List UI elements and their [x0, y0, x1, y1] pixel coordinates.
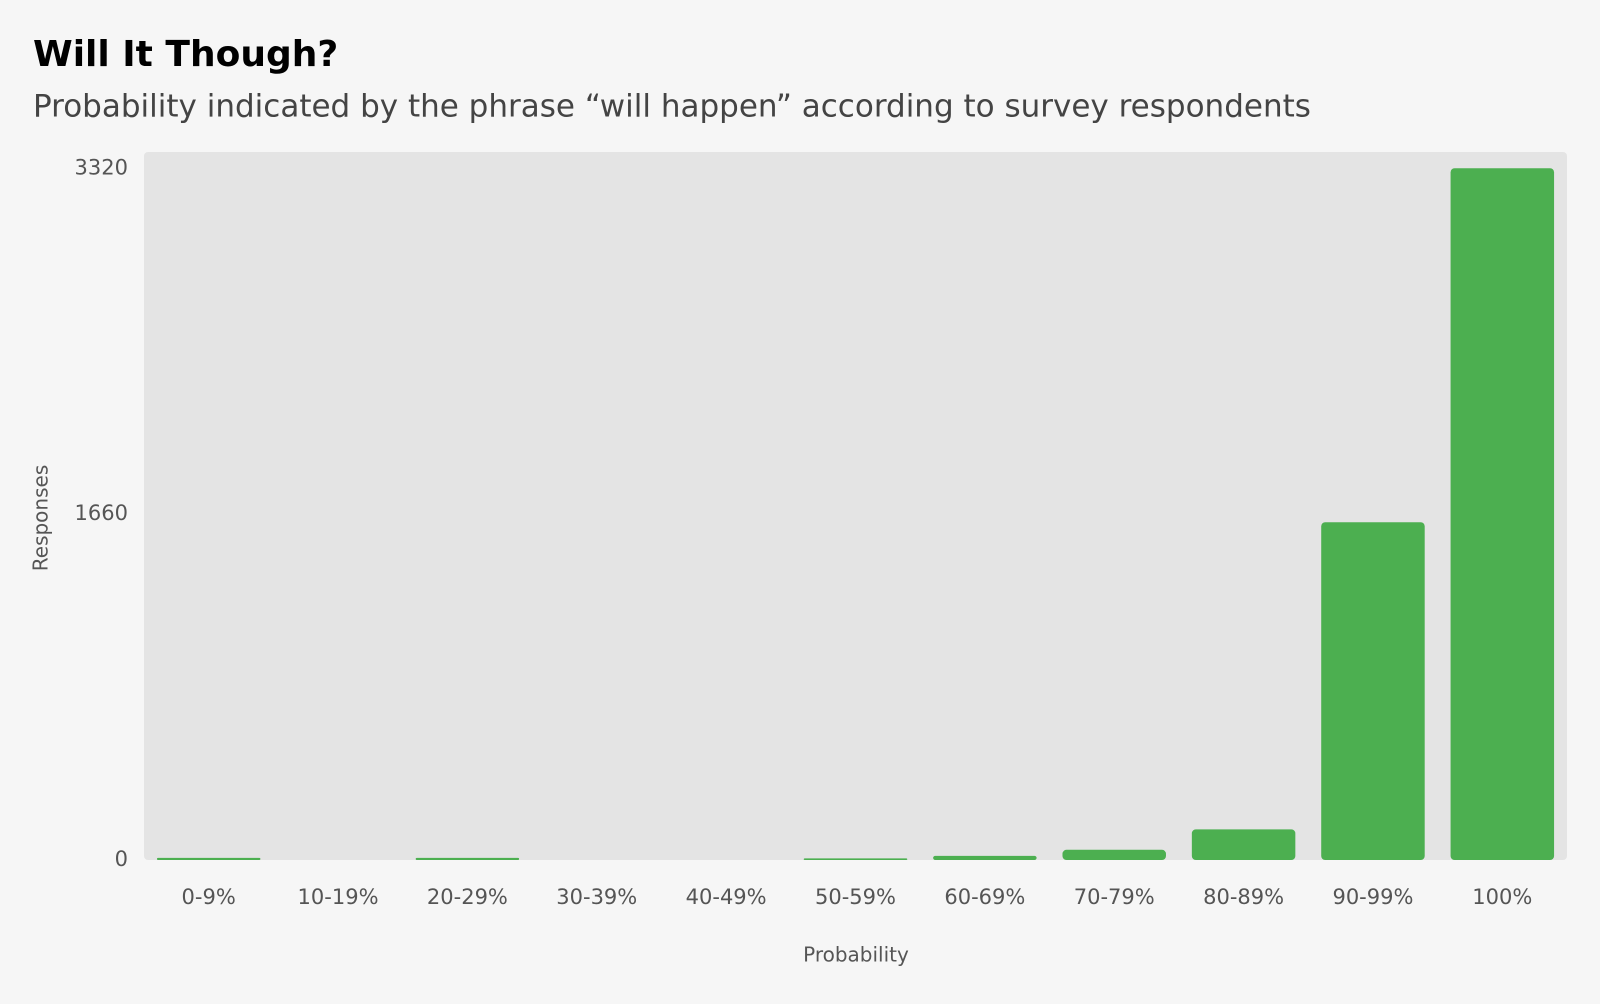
bar	[803, 858, 908, 860]
y-tick-label: 0	[115, 847, 128, 871]
y-tick-label: 3320	[75, 155, 128, 179]
plot-area	[144, 152, 1567, 860]
chart-title: Will It Though?	[33, 34, 338, 75]
bar	[933, 855, 1037, 860]
x-tick-label: 30-39%	[556, 885, 637, 909]
chart-subtitle: Probability indicated by the phrase “wil…	[33, 89, 1311, 125]
bar	[1450, 168, 1555, 861]
y-tick-label: 1660	[75, 501, 128, 525]
x-tick-label: 10-19%	[298, 885, 379, 909]
x-tick-label: 20-29%	[427, 885, 508, 909]
bar	[1191, 829, 1296, 860]
x-tick-label: 0-9%	[182, 885, 236, 909]
bar	[415, 857, 520, 860]
x-tick-label: 100%	[1472, 885, 1532, 909]
bar	[156, 857, 261, 860]
x-tick-label: 50-59%	[815, 885, 896, 909]
x-tick-label: 90-99%	[1332, 885, 1413, 909]
x-axis-label: Probability	[803, 943, 909, 967]
x-tick-label: 80-89%	[1203, 885, 1284, 909]
x-tick-label: 70-79%	[1074, 885, 1155, 909]
x-tick-label: 60-69%	[944, 885, 1025, 909]
x-tick-label: 40-49%	[686, 885, 767, 909]
bar	[1062, 849, 1166, 860]
y-axis-label: Responses	[29, 465, 53, 571]
bar	[1321, 522, 1425, 860]
